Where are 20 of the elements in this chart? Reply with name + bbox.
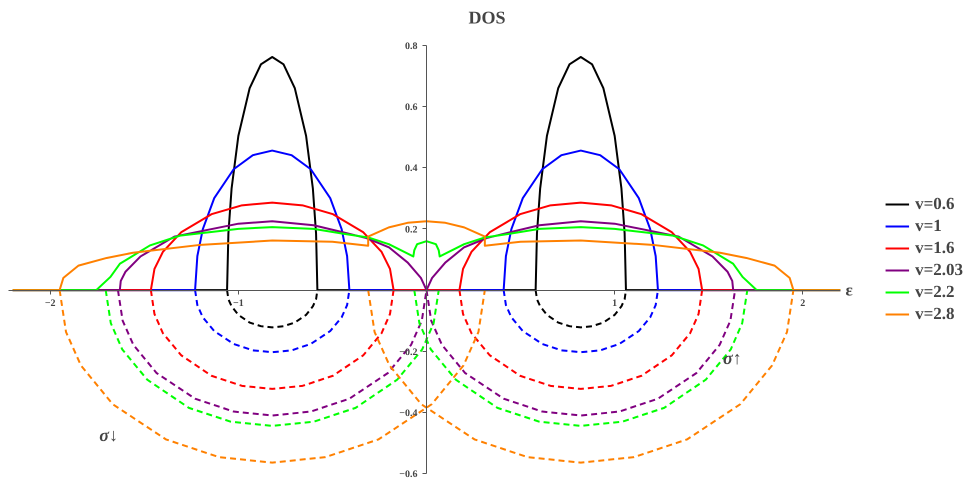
y-tick-label: 0.4 — [405, 163, 418, 174]
annotation: σ↑ — [722, 348, 742, 368]
y-tick-label: 0.2 — [405, 224, 418, 236]
y-tick-label: 0.8 — [405, 40, 418, 52]
y-tick-label: 0.6 — [405, 102, 418, 114]
x-tick-label: 2 — [800, 298, 806, 310]
legend-label: v=2.8 — [915, 304, 954, 324]
x-tick-label: 1 — [612, 298, 618, 310]
legend-label: v=2.03 — [915, 260, 963, 280]
x-tick-label: −1 — [233, 298, 244, 310]
legend-label: v=2.2 — [915, 282, 954, 302]
y-tick-label: −0.6 — [399, 469, 418, 480]
legend-label: v=1.6 — [915, 238, 954, 258]
y-tick-label: −0.4 — [399, 408, 418, 419]
annotation: σ↓ — [99, 425, 118, 446]
legend-label: v=1 — [915, 216, 942, 236]
x-tick-label: −2 — [44, 298, 56, 310]
x-axis-title: ε — [845, 280, 853, 300]
legend-label: v=0.6 — [915, 194, 954, 214]
y-axis-title: DOS — [468, 8, 506, 28]
